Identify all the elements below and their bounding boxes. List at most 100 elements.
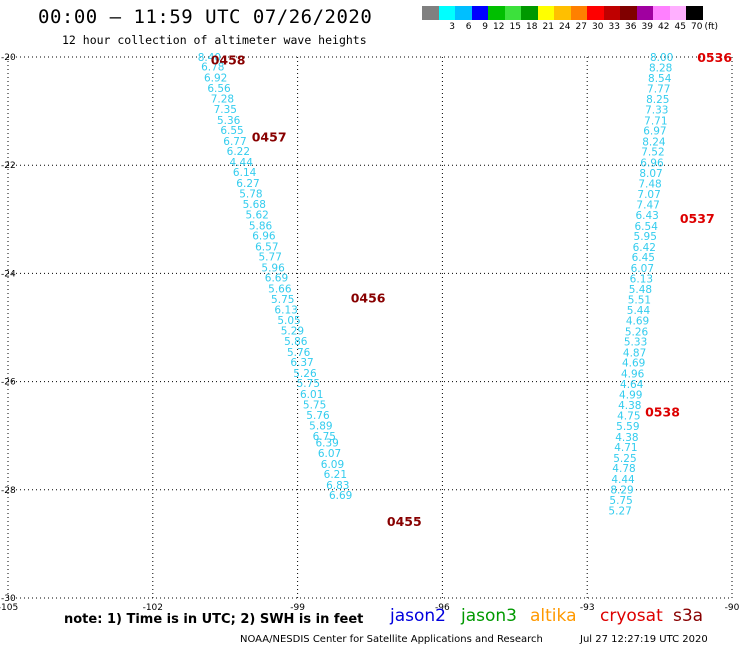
- color-scale-label: 21: [542, 22, 554, 32]
- wave-height-value: 7.52: [641, 147, 664, 159]
- wave-height-value: 6.83: [326, 480, 349, 492]
- x-tick-label: -93: [580, 603, 595, 613]
- wave-height-value: 5.62: [245, 209, 268, 221]
- wave-height-value: 6.43: [635, 210, 658, 222]
- wave-height-value: 5.44: [627, 305, 651, 317]
- color-scale-swatch: [603, 6, 620, 20]
- color-scale-swatch: [537, 6, 554, 20]
- wave-height-value: 6.39: [315, 438, 338, 450]
- color-scale-swatch: [471, 6, 488, 20]
- wave-height-value: 6.92: [204, 73, 227, 85]
- wave-height-value: 5.75: [609, 495, 632, 507]
- wave-height-value: 6.09: [321, 459, 344, 471]
- wave-height-value: 5.95: [634, 231, 657, 243]
- color-scale-label: 6: [465, 22, 472, 32]
- wave-height-value: 8.40: [198, 52, 221, 64]
- wave-height-value: 8.54: [648, 73, 672, 85]
- pass-time-label: 0457: [252, 130, 287, 145]
- wave-height-value: 5.76: [306, 410, 330, 422]
- wave-height-value: 6.22: [227, 146, 250, 158]
- wave-height-value: 4.44: [611, 474, 635, 486]
- wave-height-value: 4.96: [621, 368, 645, 380]
- wave-height-value: 8.07: [639, 168, 662, 180]
- satellite-legend-jason3: jason3: [461, 606, 517, 626]
- wave-height-value: 5.48: [629, 284, 652, 296]
- wave-height-value: 6.54: [635, 221, 659, 233]
- wave-height-value: 7.47: [636, 200, 659, 212]
- satellite-legend-altika: altika: [530, 606, 577, 626]
- wave-height-value: 4.69: [622, 358, 645, 370]
- wave-height-value: 7.71: [644, 115, 667, 127]
- wave-height-value: 4.87: [623, 347, 646, 359]
- color-scale-label: 70: [691, 22, 703, 32]
- wave-height-value: 4.69: [626, 315, 649, 327]
- wave-height-value: 8.24: [642, 136, 666, 148]
- color-scale-labels: 3 6 9 12 15 18 21 24 27 30 33 36 39 42 45 70 (ft): [422, 22, 718, 32]
- wave-height-value: 5.51: [628, 294, 651, 306]
- wave-height-value: 7.77: [647, 83, 670, 95]
- wave-height-value: 6.37: [290, 357, 313, 369]
- color-scale-label: 36: [625, 22, 637, 32]
- color-scale-label: 42: [658, 22, 670, 32]
- color-scale-swatch: [587, 6, 604, 20]
- wave-height-value: 4.71: [614, 442, 637, 454]
- wave-height-value: 6.27: [236, 178, 259, 190]
- pass-time-label: 0537: [680, 211, 715, 226]
- wave-height-value: 7.28: [211, 94, 234, 106]
- color-scale-label: 39: [641, 22, 653, 32]
- wave-height-value: 6.01: [300, 389, 323, 401]
- credit-text: NOAA/NESDIS Center for Satellite Applica…: [240, 634, 543, 645]
- wave-height-value: 6.21: [324, 469, 347, 481]
- x-tick-label: -105: [0, 603, 18, 613]
- wave-height-value: 5.86: [249, 220, 273, 232]
- color-scale-label: 24: [559, 22, 571, 32]
- wave-height-value: 5.66: [268, 284, 292, 296]
- wave-height-value: 5.33: [624, 337, 647, 349]
- wave-height-value: 8.00: [650, 52, 673, 64]
- pass-time-label: 0536: [697, 50, 732, 65]
- wave-height-value: 6.57: [255, 241, 278, 253]
- color-scale-swatch: [455, 6, 472, 20]
- wave-height-value: 5.26: [625, 326, 649, 338]
- color-scale-label: 30: [592, 22, 604, 32]
- color-scale-label: 27: [575, 22, 587, 32]
- color-scale-swatch: [636, 6, 653, 20]
- color-scale-swatch: [570, 6, 587, 20]
- wave-height-value: 4.75: [617, 411, 640, 423]
- color-scale-label: 45: [674, 22, 686, 32]
- pass-time-label: 0458: [211, 53, 246, 68]
- color-scale-label: 12: [493, 22, 505, 32]
- color-scale-swatch: [422, 6, 439, 20]
- y-tick-label: -28: [1, 486, 16, 496]
- wave-height-value: 6.07: [631, 263, 654, 275]
- wave-height-value: 4.38: [615, 432, 638, 444]
- color-scale-unit: (ft): [704, 22, 719, 32]
- wave-height-value: 6.69: [329, 490, 352, 502]
- color-scale-swatch: [669, 6, 686, 20]
- wave-height-value: 5.05: [277, 315, 300, 327]
- wave-height-value: 5.26: [293, 368, 317, 380]
- wave-height-value: 8.29: [610, 484, 633, 496]
- color-scale-swatch: [620, 6, 637, 20]
- wave-height-value: 4.64: [620, 379, 644, 391]
- x-tick-label: -96: [435, 603, 450, 613]
- x-tick-label: -90: [725, 603, 740, 613]
- wave-height-value: 7.07: [637, 189, 660, 201]
- color-scale-swatch: [504, 6, 521, 20]
- color-scale-swatch: [521, 6, 538, 20]
- y-tick-label: -26: [1, 378, 16, 388]
- satellite-legend-jason2: jason2: [390, 606, 446, 626]
- color-scale-label: 15: [509, 22, 521, 32]
- wave-height-value: 6.07: [318, 448, 341, 460]
- color-scale-swatch: [488, 6, 505, 20]
- wave-height-value: 6.69: [265, 273, 288, 285]
- pass-time-label: 0538: [645, 404, 680, 419]
- wave-height-value: 5.75: [297, 378, 320, 390]
- wave-height-value: 4.99: [619, 390, 642, 402]
- wave-height-value: 7.33: [645, 104, 668, 116]
- wave-height-value: 5.75: [271, 294, 294, 306]
- wave-height-value: 6.14: [233, 167, 257, 179]
- wave-height-value: 5.86: [284, 336, 308, 348]
- wave-height-value: 6.97: [643, 126, 666, 138]
